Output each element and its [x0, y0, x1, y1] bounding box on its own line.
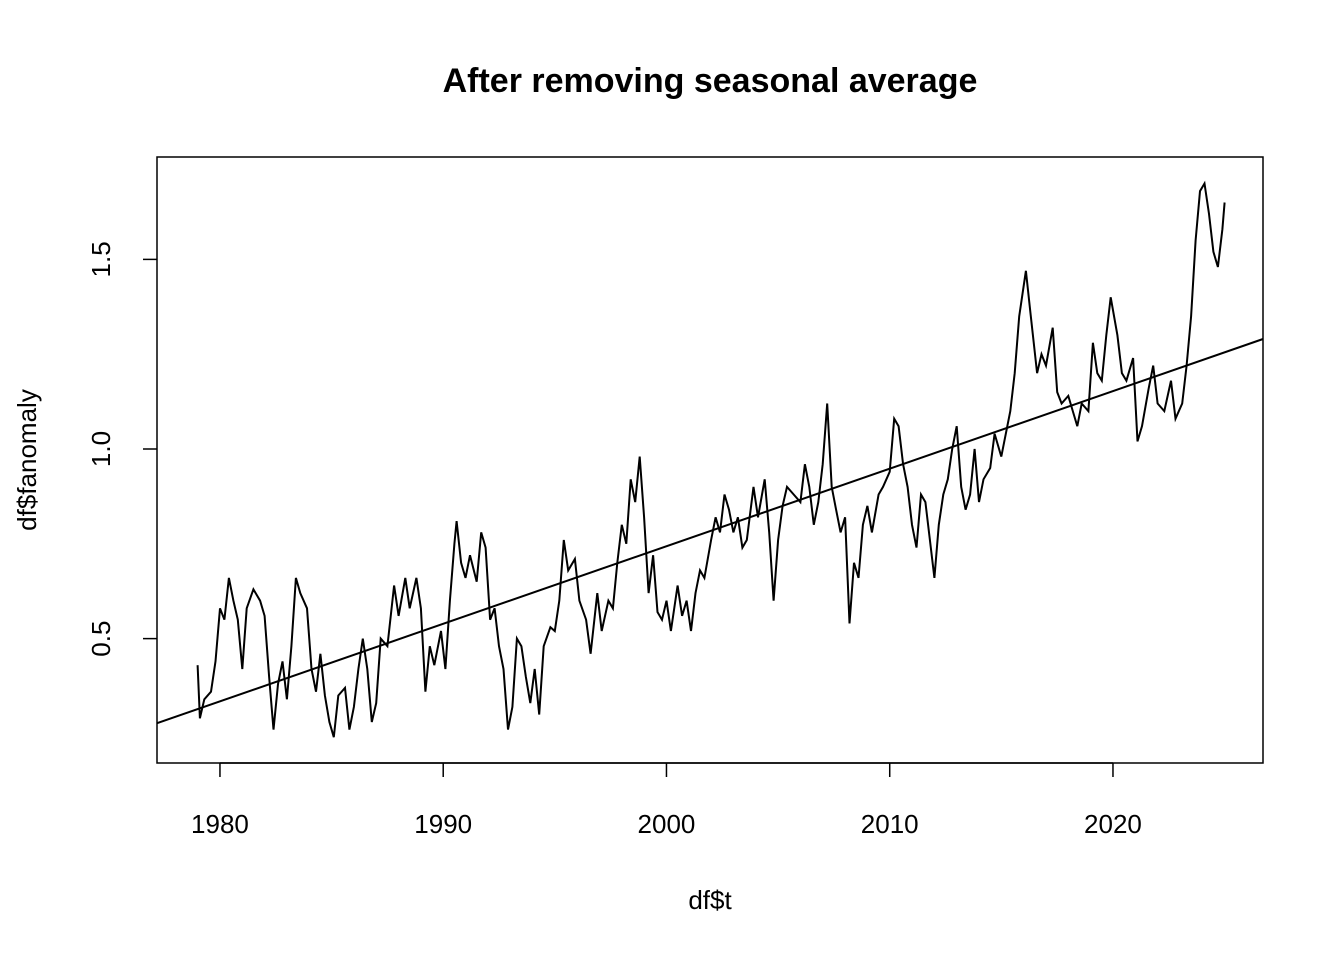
series-line: [196, 180, 1226, 738]
x-tick-label: 2020: [1084, 809, 1142, 839]
y-tick-label: 1.5: [86, 241, 116, 277]
x-tick-label: 2000: [638, 809, 696, 839]
x-axis-label: df$t: [688, 885, 732, 915]
y-tick-label: 1.0: [86, 431, 116, 467]
x-tick-label: 1990: [414, 809, 472, 839]
x-tick-label: 1980: [191, 809, 249, 839]
chart-title: After removing seasonal average: [443, 62, 978, 100]
series-line: [156, 338, 1264, 725]
y-tick-label: 0.5: [86, 621, 116, 657]
x-tick-label: 2010: [861, 809, 919, 839]
y-axis-label: df$fanomaly: [12, 389, 42, 531]
